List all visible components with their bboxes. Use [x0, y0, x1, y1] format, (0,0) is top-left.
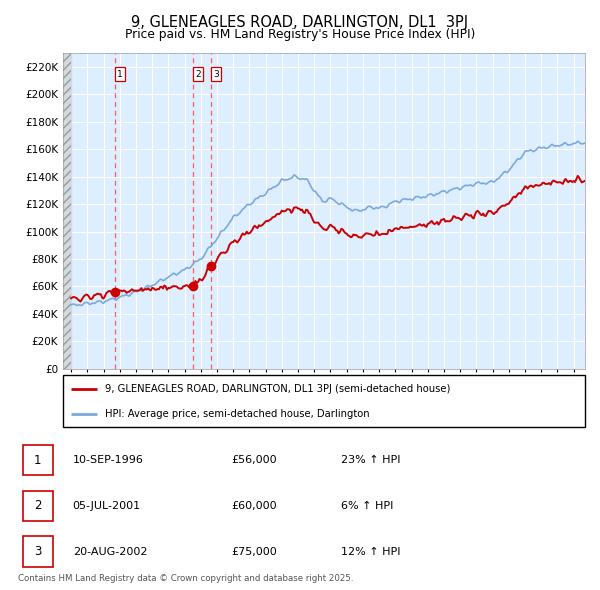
Text: HPI: Average price, semi-detached house, Darlington: HPI: Average price, semi-detached house,… [105, 409, 370, 418]
Text: £75,000: £75,000 [231, 547, 277, 557]
Bar [23, 491, 53, 521]
Bar [63, 53, 71, 369]
Text: 6% ↑ HPI: 6% ↑ HPI [341, 501, 393, 511]
Text: £60,000: £60,000 [231, 501, 277, 511]
Text: 10-SEP-1996: 10-SEP-1996 [73, 455, 143, 465]
Text: 05-JUL-2001: 05-JUL-2001 [73, 501, 141, 511]
Text: Contains HM Land Registry data © Crown copyright and database right 2025.: Contains HM Land Registry data © Crown c… [18, 574, 353, 583]
Text: 3: 3 [34, 545, 41, 558]
Text: 1: 1 [34, 454, 41, 467]
Bar [23, 445, 53, 476]
Text: 2: 2 [34, 500, 41, 513]
Bar [23, 536, 53, 567]
Text: 9, GLENEAGLES ROAD, DARLINGTON, DL1 3PJ (semi-detached house): 9, GLENEAGLES ROAD, DARLINGTON, DL1 3PJ … [105, 384, 450, 394]
Text: 3: 3 [214, 70, 219, 78]
Text: 20-AUG-2002: 20-AUG-2002 [73, 547, 147, 557]
Bar [63, 53, 71, 369]
Text: 9, GLENEAGLES ROAD, DARLINGTON, DL1  3PJ: 9, GLENEAGLES ROAD, DARLINGTON, DL1 3PJ [131, 15, 469, 30]
Text: 2: 2 [195, 70, 201, 78]
Text: Price paid vs. HM Land Registry's House Price Index (HPI): Price paid vs. HM Land Registry's House … [125, 28, 475, 41]
Text: 1: 1 [117, 70, 123, 78]
Text: £56,000: £56,000 [231, 455, 277, 465]
Text: 23% ↑ HPI: 23% ↑ HPI [341, 455, 400, 465]
Text: 12% ↑ HPI: 12% ↑ HPI [341, 547, 400, 557]
